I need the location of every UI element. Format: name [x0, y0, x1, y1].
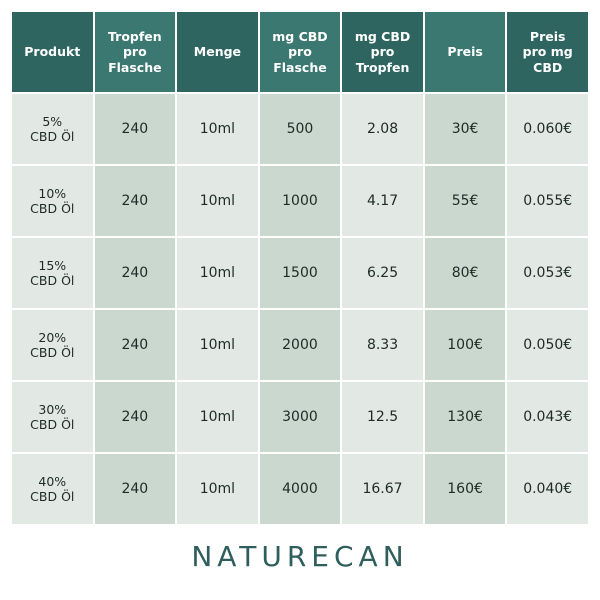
table-row: 20% CBD Öl 240 10ml 2000 8.33 100€ 0.050€ — [10, 308, 590, 382]
table-cell: 12.5 — [340, 380, 425, 454]
table-cell: 10ml — [175, 380, 260, 454]
table-cell: 0.050€ — [505, 308, 590, 382]
table-cell: 1000 — [257, 164, 343, 238]
table-row: 30% CBD Öl 240 10ml 3000 12.5 130€ 0.043€ — [10, 380, 590, 454]
table-cell: 240 — [92, 452, 178, 526]
table-cell: 30€ — [422, 92, 508, 166]
table-cell: 10ml — [175, 308, 260, 382]
table-cell: 15% CBD Öl — [10, 236, 95, 310]
table-row: 15% CBD Öl 240 10ml 1500 6.25 80€ 0.053€ — [10, 236, 590, 310]
table-cell: 3000 — [257, 380, 343, 454]
table-row: 10% CBD Öl 240 10ml 1000 4.17 55€ 0.055€ — [10, 164, 590, 238]
table-cell: 1500 — [257, 236, 343, 310]
table-cell: 8.33 — [340, 308, 425, 382]
header-cell: mg CBD pro Tropfen — [340, 10, 425, 94]
table-cell: 16.67 — [340, 452, 425, 526]
table-cell: 0.053€ — [505, 236, 590, 310]
table-row: 5% CBD Öl 240 10ml 500 2.08 30€ 0.060€ — [10, 92, 590, 166]
table-cell: 4.17 — [340, 164, 425, 238]
table-cell: 0.043€ — [505, 380, 590, 454]
table-cell: 4000 — [257, 452, 343, 526]
table-cell: 30% CBD Öl — [10, 380, 95, 454]
header-row: Produkt Tropfen pro Flasche Menge mg CBD pr… — [10, 10, 590, 94]
table-cell: 6.25 — [340, 236, 425, 310]
table-cell: 240 — [92, 92, 178, 166]
table-cell: 240 — [92, 236, 178, 310]
table-cell: 240 — [92, 308, 178, 382]
table-cell: 0.060€ — [505, 92, 590, 166]
table-cell: 10ml — [175, 164, 260, 238]
table-cell: 160€ — [422, 452, 508, 526]
header-cell: Tropfen pro Flasche — [92, 10, 178, 94]
table-cell: 2.08 — [340, 92, 425, 166]
header-cell: Preis pro mg CBD — [505, 10, 590, 94]
table-cell: 0.055€ — [505, 164, 590, 238]
table-cell: 2000 — [257, 308, 343, 382]
table-cell: 10ml — [175, 452, 260, 526]
table-cell: 240 — [92, 380, 178, 454]
table-cell: 100€ — [422, 308, 508, 382]
header-cell: Produkt — [10, 10, 95, 94]
table-row: 40% CBD Öl 240 10ml 4000 16.67 160€ 0.040€ — [10, 452, 590, 526]
brand-logo: NATURECAN — [191, 540, 409, 573]
table-cell: 10% CBD Öl — [10, 164, 95, 238]
table-cell: 55€ — [422, 164, 508, 238]
table-cell: 5% CBD Öl — [10, 92, 95, 166]
table-cell: 500 — [257, 92, 343, 166]
table-cell: 20% CBD Öl — [10, 308, 95, 382]
table-cell: 10ml — [175, 92, 260, 166]
table-cell: 10ml — [175, 236, 260, 310]
header-cell: mg CBD pro Flasche — [257, 10, 343, 94]
price-table: Produkt Tropfen pro Flasche Menge mg CBD pr… — [10, 10, 590, 526]
table-cell: 130€ — [422, 380, 508, 454]
header-cell: Preis — [422, 10, 508, 94]
table-cell: 0.040€ — [505, 452, 590, 526]
header-cell: Menge — [175, 10, 260, 94]
table-cell: 240 — [92, 164, 178, 238]
table-header: Produkt Tropfen pro Flasche Menge mg CBD pr… — [10, 10, 590, 94]
table-cell: 80€ — [422, 236, 508, 310]
table-body: 5% CBD Öl 240 10ml 500 2.08 30€ 0.060€ 10% CBD … — [10, 92, 590, 526]
table-cell: 40% CBD Öl — [10, 452, 95, 526]
